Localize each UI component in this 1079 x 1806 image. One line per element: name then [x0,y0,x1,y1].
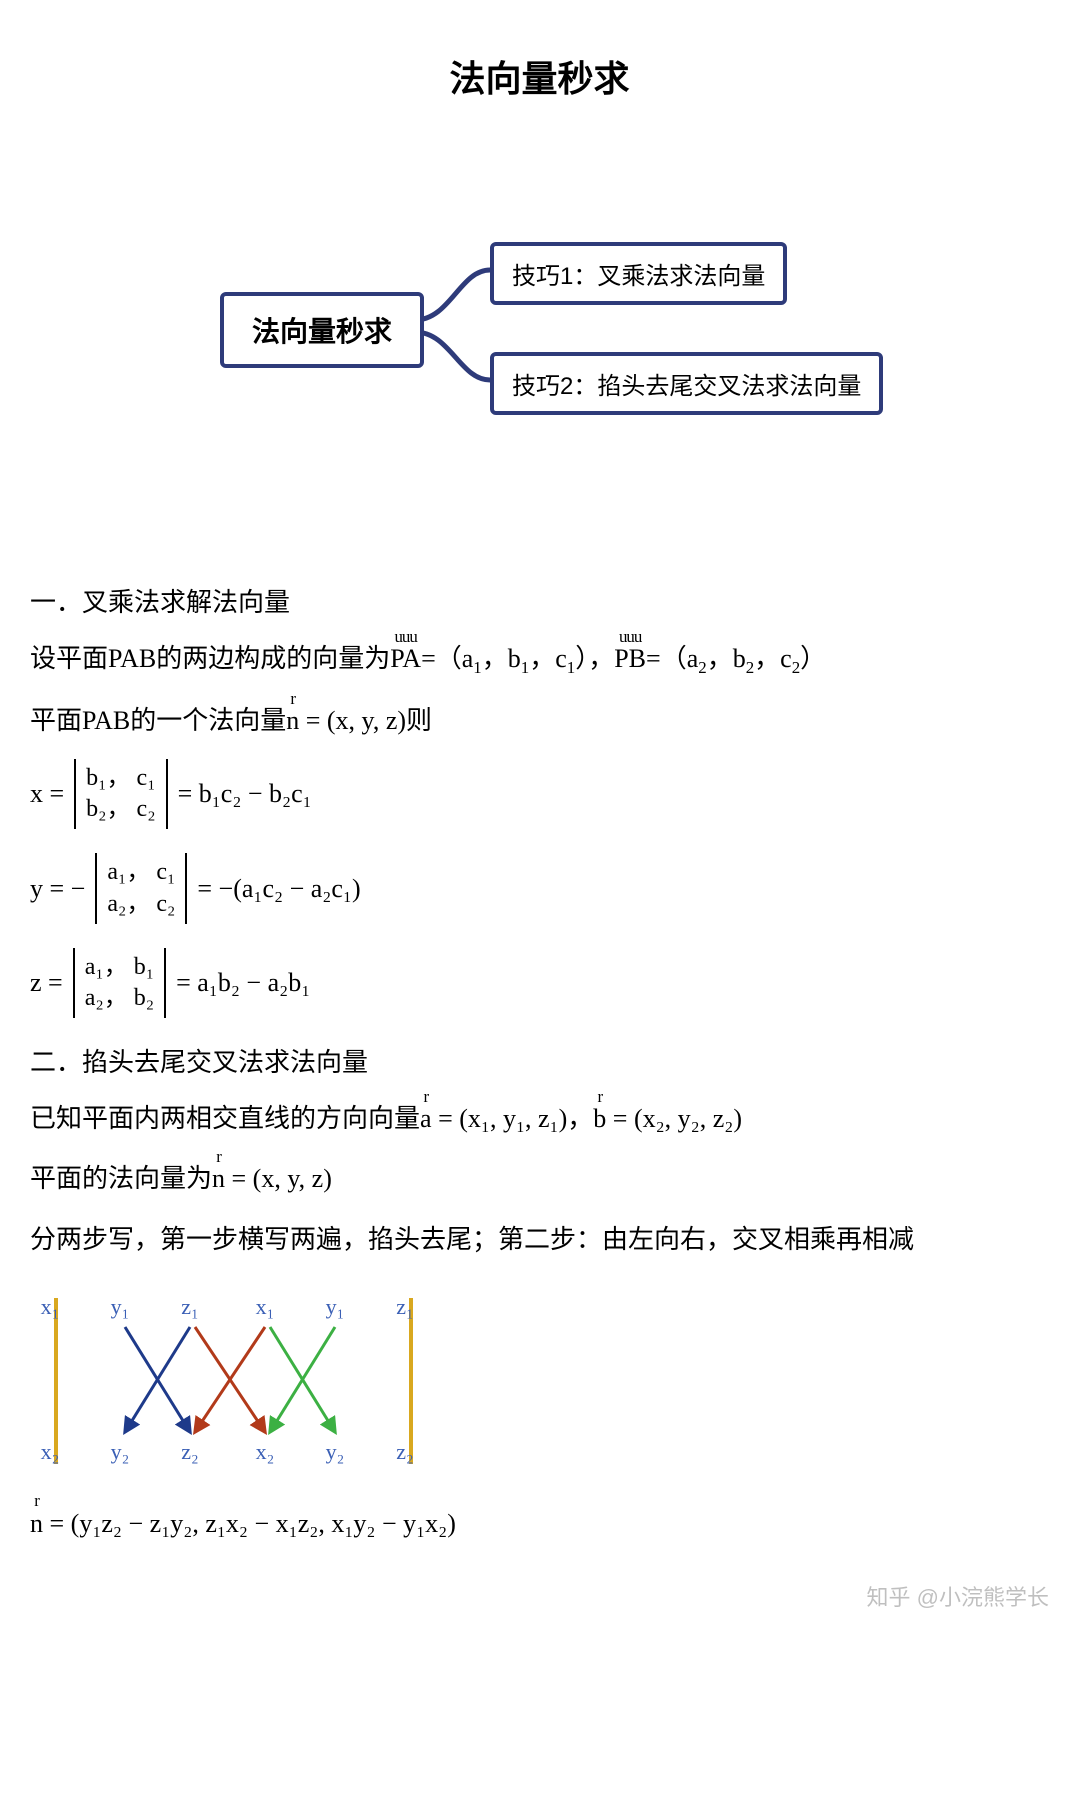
result-formula: n = (y₁z₂ − z₁y₂, z₁x₂ − x₁z₂, x₁y₂ − y₁… [30,1502,1049,1546]
det-row: b₂， c₂ [86,794,155,825]
section-2-line-3: 分两步写，第一步横写两遍，掐头去尾；第二步：由左向右，交叉相乘再相减 [30,1218,1049,1262]
text: ，b [707,644,746,673]
svg-text:y₂: y₂ [326,1439,345,1464]
vector-pa: PA [390,637,421,681]
mindmap-branch-1: 技巧1：叉乘法求法向量 [490,242,787,305]
svg-text:y₂: y₂ [111,1439,130,1464]
determinant-x: b₁， c₁ b₂， c₂ [74,759,167,829]
text: 设平面PAB的两边构成的向量为 [30,644,390,673]
z-label: z = [30,968,63,998]
section-1-line-1: 设平面PAB的两边构成的向量为PA=（a1，b1，c1），PB=（a2，b2，c… [30,637,1049,683]
text: ，b [482,644,521,673]
section-2-heading: 二．掐头去尾交叉法求法向量 [30,1042,1049,1079]
mindmap-branch-2: 技巧2：掐头去尾交叉法求法向量 [490,352,883,415]
vector-pb: PB [614,637,646,681]
text: ） [800,644,826,673]
vector-n: n [212,1157,225,1201]
formula-x: x = b₁， c₁ b₂， c₂ = b₁c₂ − b₂c₁ [30,759,1049,829]
text: ，c [529,644,567,673]
formula-z: z = a₁， b₁ a₂， b₂ = a₁b₂ − a₂b₁ [30,948,1049,1018]
text: ）， [575,644,614,673]
text: 平面PAB的一个法向量 [30,706,286,735]
svg-text:z₁: z₁ [396,1294,413,1319]
vector-n: n [286,699,299,743]
svg-text:x₁: x₁ [256,1294,275,1319]
x-rhs: = b₁c₂ − b₂c₁ [178,779,312,809]
section-2-line-1: 已知平面内两相交直线的方向向量a = (x₁, y₁, z₁)，b = (x₂,… [30,1097,1049,1141]
determinant-z: a₁， b₁ a₂， b₂ [73,948,166,1018]
svg-text:x₂: x₂ [41,1439,60,1464]
svg-text:z₂: z₂ [396,1439,413,1464]
text: = (x, y, z) [225,1164,332,1193]
z-rhs: = a₁b₂ − a₂b₁ [176,968,310,998]
vector-b: b [593,1097,606,1141]
section-1-line-2: 平面PAB的一个法向量n = (x, y, z)则 [30,699,1049,743]
text: = (x, y, z)则 [299,706,432,735]
svg-text:y₁: y₁ [111,1294,130,1319]
formula-y: y = − a₁， c₁ a₂， c₂ = −(a₁c₂ − a₂c₁) [30,853,1049,923]
vector-n-result: n [30,1502,43,1546]
text: =（a [646,644,698,673]
svg-text:x₁: x₁ [41,1294,60,1319]
result-text: = (y₁z₂ − z₁y₂, z₁x₂ − x₁z₂, x₁y₂ − y₁x₂… [43,1509,456,1538]
svg-text:y₁: y₁ [326,1294,345,1319]
svg-text:x₂: x₂ [256,1439,275,1464]
det-row: a₂， b₂ [85,983,154,1014]
text: = (x₁, y₁, z₁)， [432,1104,594,1133]
y-label: y = − [30,874,85,904]
cross-diagram-svg: x₁ y₁ z₁ x₁ y₁ z₁ x₂ y₂ z₂ x₂ y₂ z₂ [30,1292,480,1472]
cross-diagram: x₁ y₁ z₁ x₁ y₁ z₁ x₂ y₂ z₂ x₂ y₂ z₂ [30,1292,480,1472]
text: 已知平面内两相交直线的方向向量 [30,1104,420,1133]
determinant-y: a₁， c₁ a₂， c₂ [95,853,187,923]
det-row: a₂， c₂ [107,889,175,920]
svg-text:z₂: z₂ [181,1439,198,1464]
text: =（a [421,644,473,673]
mindmap-container: 法向量秒求 技巧1：叉乘法求法向量 技巧2：掐头去尾交叉法求法向量 [30,222,1049,442]
text: 平面的法向量为 [30,1164,212,1193]
mindmap-main-node: 法向量秒求 [220,292,424,368]
watermark: 知乎 @小浣熊学长 [867,1580,1049,1612]
section-2-line-2: 平面的法向量为n = (x, y, z) [30,1157,1049,1201]
section-1-heading: 一．叉乘法求解法向量 [30,582,1049,619]
vector-a: a [420,1097,432,1141]
text: = (x₂, y₂, z₂) [606,1104,742,1133]
page-title: 法向量秒求 [30,50,1049,102]
svg-text:z₁: z₁ [181,1294,198,1319]
det-row: b₁， c₁ [86,763,155,794]
y-rhs: = −(a₁c₂ − a₂c₁) [197,874,360,904]
det-row: a₁， c₁ [107,857,175,888]
text: ，c [754,644,792,673]
x-label: x = [30,779,64,809]
det-row: a₁， b₁ [85,952,154,983]
